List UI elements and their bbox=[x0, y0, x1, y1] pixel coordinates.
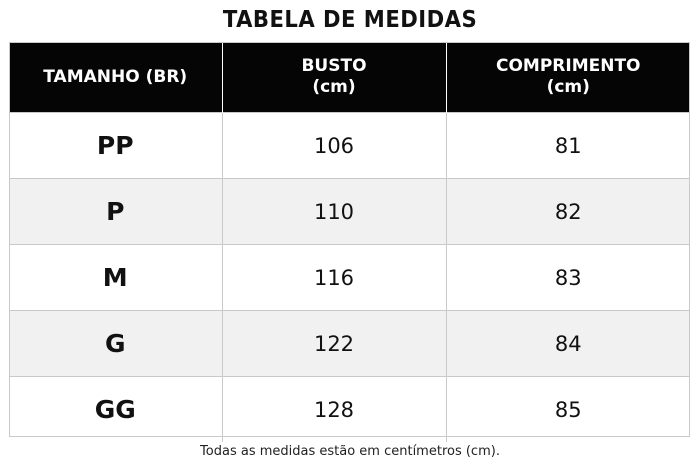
size-cell: P bbox=[9, 178, 222, 245]
size-cell: GG bbox=[9, 376, 222, 442]
size-cell: M bbox=[9, 244, 222, 311]
header-length-unit: (cm) bbox=[546, 77, 590, 97]
header-size: TAMANHO (BR) bbox=[9, 42, 222, 113]
length-cell: 81 bbox=[445, 112, 690, 179]
bust-cell: 106 bbox=[221, 112, 446, 179]
length-cell: 84 bbox=[445, 310, 690, 377]
length-cell: 82 bbox=[445, 178, 690, 245]
table-row: PP 106 81 bbox=[9, 112, 690, 179]
bust-cell: 128 bbox=[221, 376, 446, 442]
size-cell: PP bbox=[9, 112, 222, 179]
length-cell: 83 bbox=[445, 244, 690, 311]
footnote: Todas as medidas estão em centímetros (c… bbox=[200, 444, 500, 459]
header-size-label: TAMANHO (BR) bbox=[43, 66, 188, 87]
bust-cell: 116 bbox=[221, 244, 446, 311]
header-length: COMPRIMENTO (cm) bbox=[445, 42, 690, 113]
length-cell: 85 bbox=[445, 376, 690, 442]
header-bust: BUSTO (cm) bbox=[221, 42, 446, 113]
header-length-label: COMPRIMENTO bbox=[495, 56, 641, 76]
page-title: TABELA DE MEDIDAS bbox=[222, 7, 478, 33]
table-row: P 110 82 bbox=[9, 178, 690, 245]
table-row: M 116 83 bbox=[9, 244, 690, 311]
table-header-row: TAMANHO (BR) BUSTO (cm) COMPRIMENTO (cm) bbox=[9, 42, 690, 113]
header-bust-label: BUSTO bbox=[301, 56, 367, 76]
bust-cell: 122 bbox=[221, 310, 446, 377]
header-bust-unit: (cm) bbox=[312, 77, 356, 97]
size-chart-table: TAMANHO (BR) BUSTO (cm) COMPRIMENTO (cm)… bbox=[9, 42, 690, 442]
table-row: GG 128 85 bbox=[9, 376, 690, 442]
size-cell: G bbox=[9, 310, 222, 377]
bust-cell: 110 bbox=[221, 178, 446, 245]
table-row: G 122 84 bbox=[9, 310, 690, 377]
